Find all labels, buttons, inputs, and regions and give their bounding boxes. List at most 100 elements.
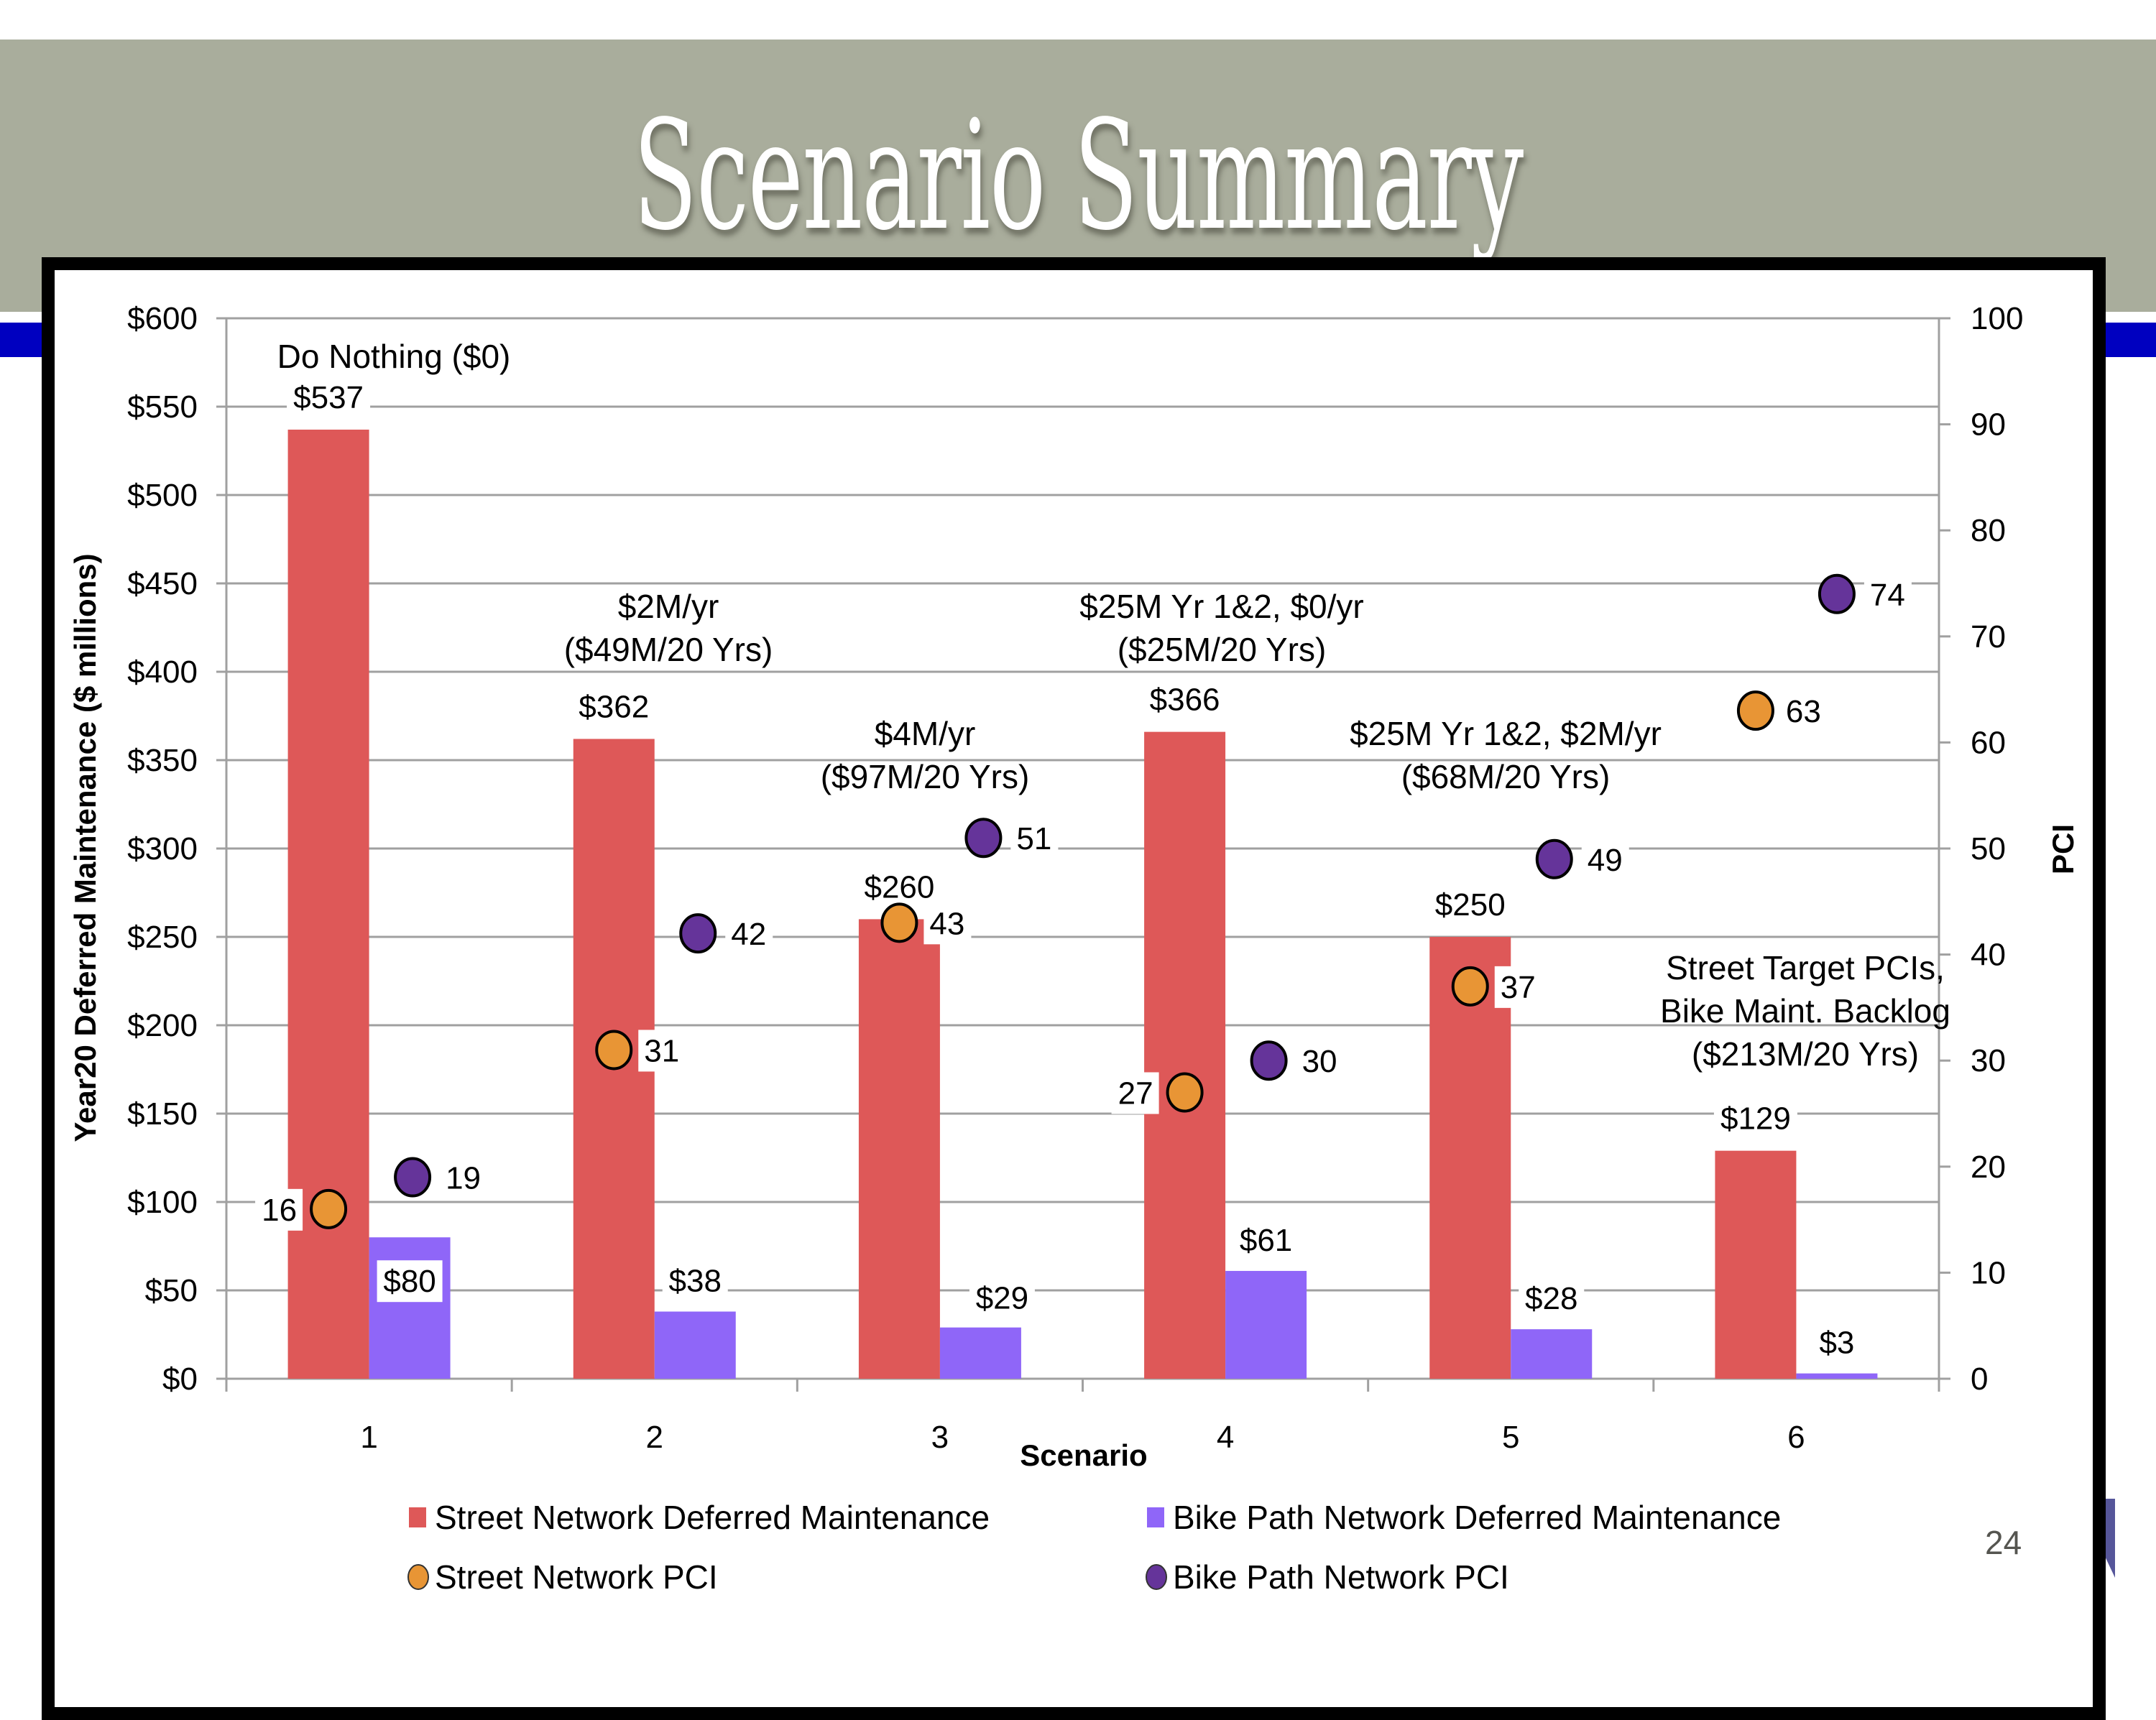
bike-pci-marker [1535,838,1573,879]
bike-bar-label-bg [1812,1321,1861,1364]
data-labels: $537 $362 $260 $366 $250 $129 $80 $38 $29 $61 $28 $… [255,376,1912,1364]
street-bar-label-bg [287,376,371,418]
bike-bar-label: $28 [1525,1281,1577,1316]
bike-pci-marker [394,1157,432,1198]
bike-pci-label-bg [725,913,773,956]
street-bar-label-bg [1143,678,1227,721]
street-pci-marker [1736,690,1774,731]
street-pci-label: 43 [929,906,964,941]
bike-pci-label-bg [1864,573,1912,616]
street-pci-marker [1166,1072,1204,1113]
y2-tick-label: 100 [1971,301,2023,336]
bike-pci-marker [1250,1040,1288,1081]
street-bar-label: $260 [864,869,934,905]
annotation-line: ($213M/20 Yrs) [1692,1035,1919,1073]
street-pci-label-bg [1779,690,1828,733]
street-pci-marker [310,1188,348,1229]
street-bar [858,919,940,1379]
y-tick-label: $250 [127,920,198,955]
street-bar-label: $362 [579,689,649,724]
street-pci-marker [1451,966,1489,1007]
street-pci-label-bg [1111,1072,1159,1114]
bike-bar-label-bg [1233,1219,1299,1261]
annotations: Do Nothing ($0) $2M/yr ($49M/20 Yrs) $4M/yr… [277,338,1950,1073]
legend-label: Street Network Deferred Maintenance [435,1499,990,1536]
bike-pci-label-bg [1010,818,1059,860]
bike-pci-label: 30 [1302,1044,1337,1079]
bike-bar [1796,1373,1878,1379]
annotation-line: ($25M/20 Yrs) [1118,631,1327,668]
x-tick-label: 2 [646,1420,663,1455]
bike-bar-label: $38 [669,1264,722,1299]
y-tick-label: $350 [127,743,198,778]
legend-marker [407,1564,429,1590]
bike-bar-label: $61 [1240,1223,1292,1258]
street-bar-label: $129 [1720,1101,1791,1137]
street-pci-label: 37 [1501,970,1536,1005]
x-tick-label: 4 [1217,1420,1234,1455]
legend-item: Street Network PCI [407,1558,718,1596]
bike-bar [939,1327,1021,1379]
y2-tick-label: 70 [1971,619,2006,655]
y-tick-label: $200 [127,1008,198,1043]
y-tick-label: $0 [162,1361,198,1397]
street-bar-label-bg [572,685,656,728]
legend-label: Bike Path Network Deferred Maintenance [1173,1499,1781,1536]
bike-pci-marker [964,818,1003,859]
y-tick-label: $50 [145,1273,198,1308]
annotation-line: Bike Maint. Backlog [1660,992,1950,1030]
pci-markers [310,573,1856,1229]
y-axis-title: Year20 Deferred Maintenance ($ millions) [68,553,102,1142]
y2-axis-title: PCI [2046,824,2080,874]
bike-pci-label: 49 [1588,843,1623,878]
page-number: 24 [1985,1524,2022,1561]
legend-label: Bike Path Network PCI [1173,1558,1509,1596]
y2-tick-label: 30 [1971,1043,2006,1078]
legend-marker [1146,1564,1167,1590]
street-bar [1429,937,1511,1379]
street-bar-label: $366 [1150,683,1220,718]
y-tick-label: $400 [127,655,198,690]
legend-item: Bike Path Network PCI [1146,1558,1509,1596]
bike-pci-label: 19 [446,1161,481,1196]
y-tick-label: $100 [127,1185,198,1220]
annotation-line: $25M Yr 1&2, $2M/yr [1350,715,1662,752]
legend: Street Network Deferred Maintenance Bike … [407,1499,1781,1596]
chart-frame [42,257,2106,1720]
street-pci-label: 27 [1118,1076,1153,1111]
bike-bar-label: $29 [976,1281,1028,1316]
legend-item: Street Network Deferred Maintenance [409,1499,990,1536]
y2-tick-label: 60 [1971,725,2006,760]
scenario-annotation: Street Target PCIs, Bike Maint. Backlog ($… [1660,949,1950,1073]
annotation-line: ($97M/20 Yrs) [821,758,1030,795]
street-bar [1715,1150,1797,1379]
bike-bar [369,1237,451,1379]
bike-bar-label-bg [969,1277,1035,1319]
street-pci-label-bg [1494,966,1542,1008]
slide-title: Scenario Summary [633,88,1524,264]
legend-swatch [409,1507,426,1527]
annotation-line: Do Nothing ($0) [277,338,511,375]
bike-pci-marker [679,913,717,954]
street-pci-label-bg [638,1030,686,1072]
legend-swatch [1147,1507,1164,1527]
bike-bar [654,1311,736,1379]
street-pci-label: 16 [262,1193,297,1228]
bike-pci-label-bg [440,1157,488,1199]
street-pci-label-bg [255,1188,303,1231]
bike-bar-label-bg [377,1260,443,1303]
x-tick-label: 3 [931,1420,949,1455]
street-bar-label-bg [1713,1097,1797,1139]
x-axis-title: Scenario [1020,1438,1147,1472]
y-tick-label: $600 [127,301,198,336]
street-pci-marker [595,1030,633,1071]
axes: $0$50$100$150$200$250$300$350$400$450$50… [127,301,2023,1455]
street-bar [287,429,369,1379]
bike-pci-label: 42 [731,917,766,952]
annotation-line: $2M/yr [618,588,719,625]
bike-pci-marker [1818,573,1856,614]
legend-label: Street Network PCI [435,1558,718,1596]
bike-bar-label: $80 [383,1264,436,1299]
street-pci-label: 31 [644,1033,679,1068]
y-tick-label: $500 [127,478,198,513]
